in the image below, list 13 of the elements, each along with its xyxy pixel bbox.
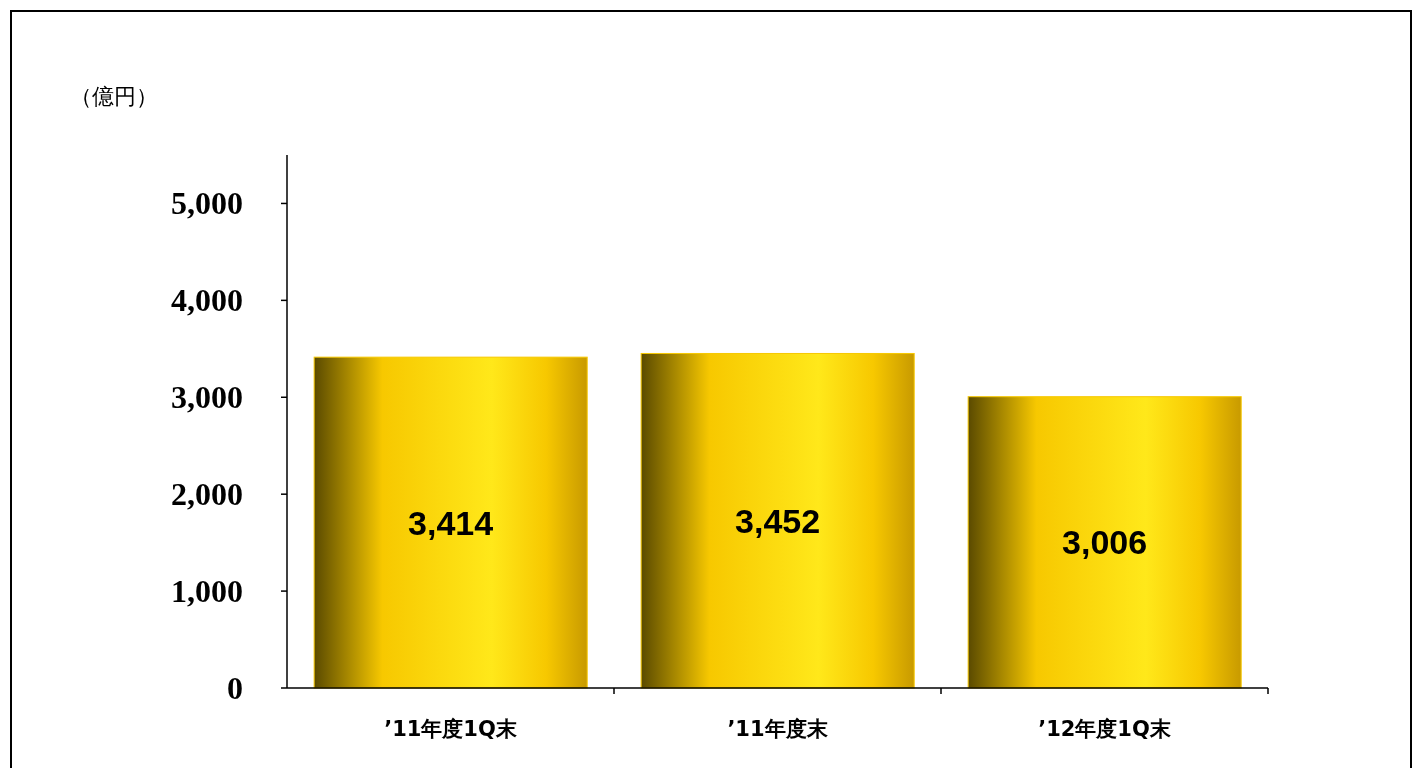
y-tick-label: 2,000 [171, 476, 243, 513]
y-tick-label: 4,000 [171, 282, 243, 319]
data-label: 3,006 [1062, 523, 1148, 562]
y-tick-label: 1,000 [171, 573, 243, 610]
data-label: 3,452 [735, 501, 821, 540]
x-tick-label: ’12年度1Q末 [1038, 717, 1172, 741]
y-tick-label: 5,000 [171, 185, 243, 222]
y-axis-title: （億円） [70, 84, 158, 109]
y-tick-label: 3,000 [171, 379, 243, 416]
y-tick-label: 0 [227, 670, 243, 706]
x-tick-label: ’11年度1Q末 [384, 717, 518, 741]
x-tick-label: ’11年度末 [727, 717, 829, 741]
data-label: 3,414 [408, 503, 494, 542]
